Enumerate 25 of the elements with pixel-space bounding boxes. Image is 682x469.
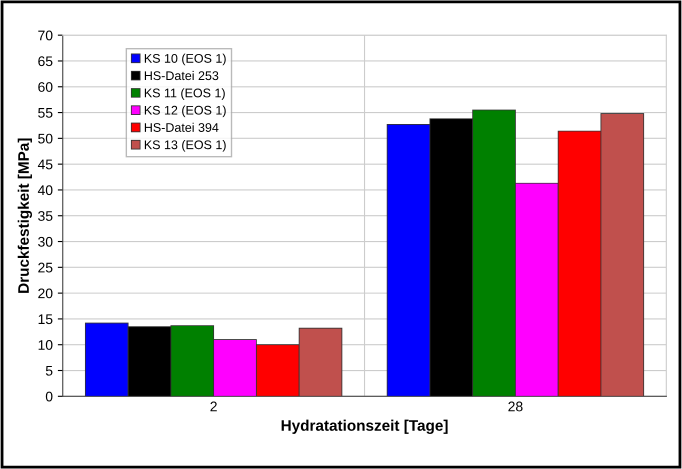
- y-tick-label: 10: [38, 340, 52, 350]
- y-tick-label: 50: [38, 134, 52, 144]
- legend-label: KS 12 (EOS 1): [144, 105, 226, 118]
- x-tick-label: 28: [508, 402, 523, 412]
- x-tick-label: 2: [210, 402, 217, 412]
- y-tick-label: 15: [38, 314, 52, 324]
- y-tick-label: 65: [38, 56, 52, 66]
- legend-label: KS 11 (EOS 1): [144, 88, 225, 100]
- y-tick-label: 40: [38, 185, 52, 196]
- y-tick-label: 45: [38, 160, 52, 170]
- y-tick-label: 30: [38, 236, 52, 247]
- y-tick-label: 20: [38, 288, 52, 298]
- y-tick-label: 35: [38, 211, 52, 221]
- x-axis-title: Hydratationszeit [Tage]: [282, 420, 448, 434]
- y-tick-label: 70: [38, 30, 52, 40]
- y-axis-title: Druckfestigkeit [MPa]: [18, 138, 32, 293]
- y-tick-label: 5: [46, 366, 52, 376]
- y-tick-label: 55: [38, 108, 52, 118]
- y-tick-label: 60: [38, 82, 52, 92]
- y-tick-label: 0: [46, 392, 52, 402]
- legend-label: KS 13 (EOS 1): [144, 140, 226, 152]
- legend-label: HS-Datei 394: [144, 122, 219, 132]
- y-tick-label: 25: [38, 262, 52, 272]
- legend-label: KS 10 (EOS 1): [144, 54, 226, 66]
- legend-label: HS-Datei 253: [144, 70, 218, 80]
